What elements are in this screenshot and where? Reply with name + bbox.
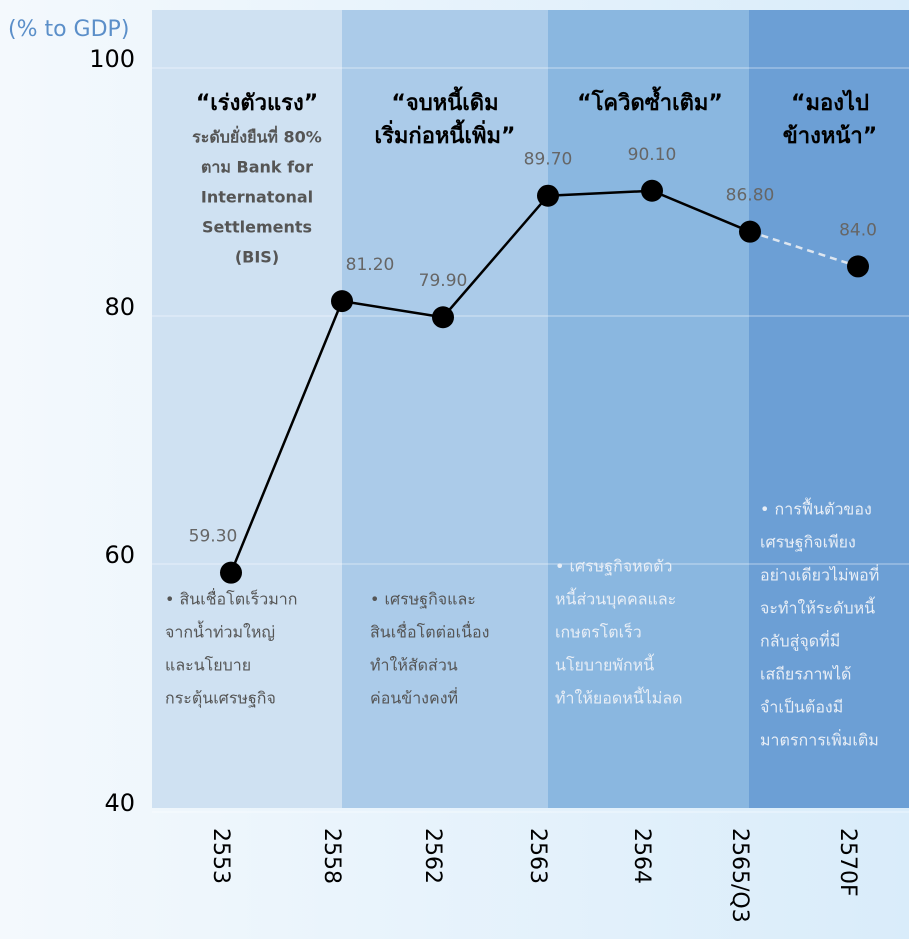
x-tick-label: 2565/Q3 <box>727 828 752 923</box>
x-tick-label: 2564 <box>629 828 654 884</box>
value-label: 86.80 <box>726 186 775 206</box>
band-note: หนี้ส่วนบุคคลและ <box>555 588 676 610</box>
band-note: นโยบายพักหนี้ <box>555 654 655 675</box>
band-note: สินเชื่อโตต่อเนื่อง <box>370 621 489 642</box>
band-note: • การฟื้นตัวของ <box>760 498 872 519</box>
band-note: • สินเชื่อโตเร็วมาก <box>165 588 297 609</box>
point <box>641 179 663 202</box>
band-note: มาตรการเพิ่มเติม <box>760 729 879 750</box>
value-label: 79.90 <box>419 271 468 291</box>
band-note: ทำให้สัดส่วน <box>370 656 458 675</box>
y-tick-label: 40 <box>104 789 135 817</box>
band-subtitle: (BIS) <box>235 248 279 267</box>
band-subtitle: ตาม Bank for <box>201 158 313 177</box>
band-note: อย่างเดียวไม่พอที่ <box>760 564 879 585</box>
x-tick-label: 2562 <box>420 828 445 884</box>
band-title: “โควิดซ้ำเติม” <box>577 86 723 116</box>
value-label: 81.20 <box>346 255 395 275</box>
band-title: “จบหนี้เดิม <box>391 86 498 116</box>
forecast-line <box>749 230 859 268</box>
value-label: 84.0 <box>839 220 877 240</box>
y-tick-label: 100 <box>89 45 135 73</box>
band <box>152 10 342 808</box>
value-label: 89.70 <box>524 150 573 170</box>
band <box>342 10 548 808</box>
x-tick-label: 2570F <box>835 828 860 897</box>
x-tick-label: 2558 <box>319 828 344 884</box>
y-tick-label: 80 <box>104 293 135 321</box>
band-note: ค่อนข้างคงที่ <box>370 687 458 708</box>
band-title: เริ่มก่อหนี้เพิ่ม” <box>375 119 516 149</box>
band-note: • เศรษฐกิจหดตัว <box>555 557 673 576</box>
band-note: กลับสู่จุดที่มี <box>760 630 840 652</box>
y-axis-label: (% to GDP) <box>8 17 129 42</box>
point <box>331 290 353 313</box>
band-note: เสถียรภาพได้ <box>760 665 851 684</box>
band-subtitle: Internatonal <box>201 188 313 207</box>
band-note: จำเป็นต้องมี <box>760 697 843 717</box>
x-tick-label: 2563 <box>525 828 550 884</box>
band-note: เกษตรโตเร็ว <box>555 622 642 642</box>
band-note: เศรษฐกิจเพียง <box>760 533 856 552</box>
x-tick-label: 2553 <box>208 828 233 884</box>
value-label: 59.30 <box>189 527 238 547</box>
band-note: ทำให้ยอดหนี้ไม่ลด <box>555 687 683 708</box>
band <box>548 10 749 808</box>
band-title: “มองไป <box>791 89 869 116</box>
band-note: และนโยบาย <box>165 656 251 675</box>
band-note: จากน้ำท่วมใหญ่ <box>165 621 275 642</box>
band-note: • เศรษฐกิจและ <box>370 590 476 609</box>
band-subtitle: ระดับยั่งยืนที่ 80% <box>192 126 322 147</box>
point <box>220 561 242 584</box>
line <box>229 189 751 574</box>
band-subtitle: Settlements <box>202 218 312 237</box>
band-title: ข้างหน้า” <box>783 124 878 149</box>
band <box>749 10 909 808</box>
value-label: 90.10 <box>628 145 677 165</box>
band-title: “เร่งตัวแรง” <box>196 91 318 116</box>
point <box>739 220 761 243</box>
point <box>537 184 559 207</box>
y-tick-label: 60 <box>104 541 135 569</box>
band-note: จะทำให้ระดับหนี้ <box>760 597 876 618</box>
point <box>432 306 454 329</box>
point <box>847 255 869 278</box>
band-note: กระตุ้นเศรษฐกิจ <box>165 689 276 709</box>
